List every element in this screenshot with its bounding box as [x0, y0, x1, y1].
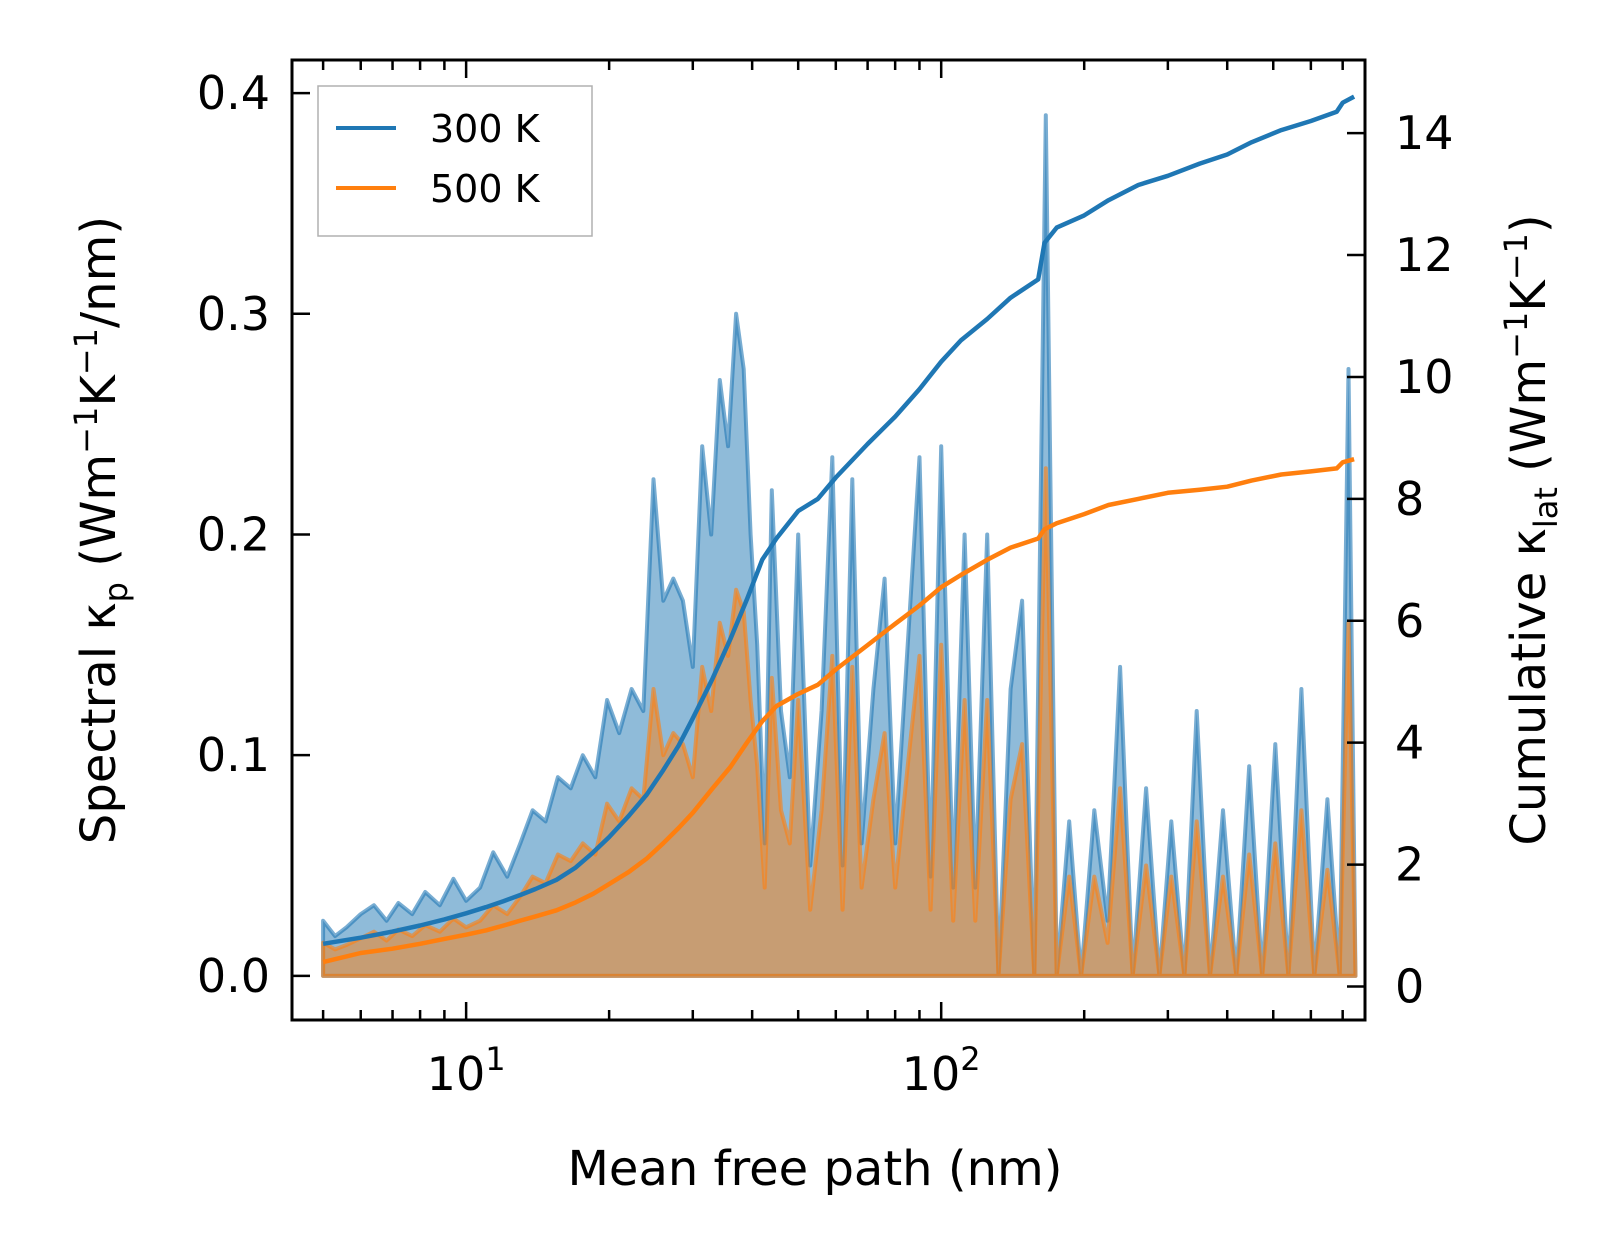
y-left-label-prefix: (Wm — [71, 454, 127, 582]
y-right-tick-label: 10 — [1395, 350, 1454, 404]
y-left-label-suffix: /nm) — [71, 216, 127, 328]
y-right-label-exp1: −1 — [1497, 312, 1535, 359]
y-right-label-prefix: (Wm — [1501, 359, 1557, 487]
y-right-tick-label: 6 — [1395, 594, 1424, 648]
x-tick-label-base: 10 — [902, 1047, 961, 1101]
x-tick-label: 101 — [427, 1040, 506, 1101]
spectral-area-500k — [321, 466, 1358, 978]
y-right-tick-label: 2 — [1395, 838, 1424, 892]
y-left-tick-label: 0.1 — [197, 728, 270, 782]
y-right-tick-label: 14 — [1395, 106, 1454, 160]
y-left-tick-label: 0.3 — [197, 287, 270, 341]
y-right-tick-label: 4 — [1395, 716, 1424, 770]
legend: 300 K 500 K — [317, 85, 593, 237]
x-axis-label: Mean free path (nm) — [568, 1141, 1063, 1197]
y-left-label-exp2: −1 — [67, 328, 105, 375]
y-right-tick-label: 0 — [1395, 959, 1424, 1013]
y-left-tick-label: 0.2 — [197, 507, 270, 561]
y-left-tick-label: 0.4 — [197, 66, 270, 120]
y-right-label-exp2: −1 — [1497, 233, 1535, 280]
y-axis-right-label: Cumulative κlat (Wm−1K−1) — [1497, 214, 1565, 845]
y-right-label-sub: lat — [1527, 487, 1565, 528]
plot-area — [321, 94, 1358, 978]
y-left-tick-label: 0.0 — [197, 949, 270, 1003]
y-left-label-mid: K — [71, 374, 127, 407]
y-right-label-base: Cumulative κ — [1501, 528, 1557, 846]
y-right-tick-label: 12 — [1395, 228, 1454, 282]
y-axis-left-label: Spectral κp (Wm−1K−1/nm) — [67, 216, 135, 844]
legend-label-500k: 500 K — [430, 167, 541, 211]
y-right-label-suffix: ) — [1501, 214, 1557, 233]
x-tick-label-base: 10 — [427, 1047, 486, 1101]
y-left-label-base: Spectral κ — [71, 602, 127, 844]
plot-frame — [290, 58, 1367, 1022]
x-tick-label: 102 — [902, 1040, 981, 1101]
y-right-label-mid: K — [1501, 279, 1557, 312]
legend-label-300k: 300 K — [430, 107, 541, 151]
legend-box — [317, 85, 593, 237]
spectral-area-300k — [321, 113, 1358, 978]
x-tick-label-exp: 2 — [960, 1040, 980, 1078]
y-left-label-sub: p — [97, 582, 135, 602]
cumulative-line-300k — [322, 94, 1356, 947]
x-tick-label-exp: 1 — [485, 1040, 505, 1078]
y-right-tick-label: 8 — [1395, 472, 1424, 526]
cumulative-line-500k — [322, 457, 1355, 965]
y-left-label-exp1: −1 — [67, 407, 105, 454]
